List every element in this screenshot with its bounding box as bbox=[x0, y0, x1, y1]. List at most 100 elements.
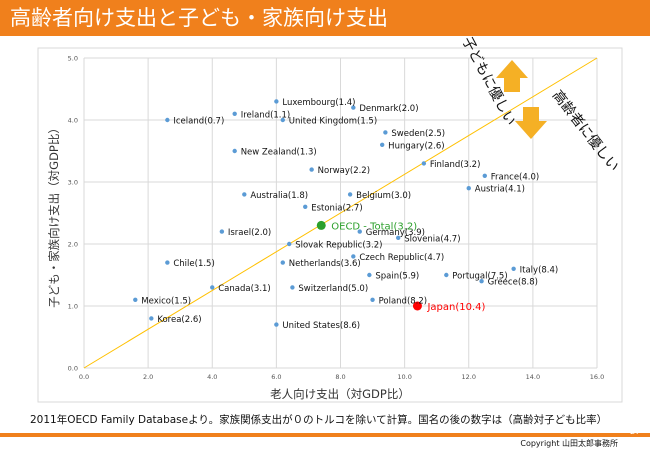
x-tick-label: 6.0 bbox=[271, 373, 281, 381]
point-label: Belgium(3.0) bbox=[356, 191, 411, 201]
data-point bbox=[210, 285, 215, 290]
data-point bbox=[232, 148, 237, 154]
point-label: Australia(1.8) bbox=[250, 191, 308, 201]
data-point bbox=[383, 130, 388, 135]
point-label: Norway(2.2) bbox=[318, 166, 370, 176]
data-point bbox=[303, 204, 308, 209]
y-tick-label: 3.0 bbox=[68, 179, 78, 187]
scatter-chart: 0.0 1.0 2.0 3.0 4.0 5.0 0.0 2.0 4.0 6.0 8.0 10.0 12.… bbox=[37, 36, 623, 403]
tick-labels: 0.0 1.0 2.0 3.0 4.0 5.0 0.0 2.0 4.0 6.0 8.0 10.0 12.… bbox=[68, 55, 605, 382]
x-axis-label: 老人向け支出（対GDP比） bbox=[270, 387, 410, 401]
page-title: 高齢者向け支出と子ども・家族向け支出 bbox=[10, 6, 388, 30]
arrow-down-icon bbox=[515, 107, 547, 139]
point-label: Switzerland(5.0) bbox=[298, 284, 368, 294]
data-points bbox=[133, 99, 516, 327]
highlight-label: Japan(10.4) bbox=[426, 302, 485, 313]
x-tick-label: 12.0 bbox=[462, 373, 476, 381]
point-label: New Zealand(1.3) bbox=[241, 148, 317, 158]
data-point bbox=[421, 161, 427, 166]
point-label: Slovenia(4.7) bbox=[404, 234, 460, 244]
data-point bbox=[232, 111, 237, 117]
point-label: Spain(5.9) bbox=[375, 272, 419, 282]
data-point bbox=[149, 316, 154, 321]
point-label: Ireland(1.1) bbox=[241, 110, 291, 120]
y-tick-label: 1.0 bbox=[68, 303, 78, 311]
arrow-up-icon bbox=[496, 60, 528, 92]
point-label: Netherlands(3.6) bbox=[289, 259, 361, 269]
point-label: Denmark(2.0) bbox=[359, 104, 418, 114]
point-label: Canada(3.1) bbox=[218, 284, 271, 294]
footnote: 2011年OECD Family Databaseより。家族関係支出が０のトルコ… bbox=[30, 414, 608, 426]
data-point bbox=[165, 117, 170, 123]
point-label: Sweden(2.5) bbox=[391, 129, 445, 139]
data-point bbox=[219, 229, 225, 234]
y-tick-label: 2.0 bbox=[68, 241, 78, 249]
x-tick-label: 4.0 bbox=[207, 373, 217, 381]
y-tick-label: 5.0 bbox=[68, 55, 78, 63]
x-tick-label: 8.0 bbox=[335, 373, 345, 381]
data-point bbox=[466, 186, 471, 191]
page-number: 27 bbox=[630, 427, 641, 436]
point-label: Italy(8.4) bbox=[520, 265, 559, 275]
x-tick-label: 14.0 bbox=[526, 373, 540, 381]
x-tick-label: 2.0 bbox=[143, 373, 153, 381]
point-label: France(4.0) bbox=[491, 172, 539, 182]
data-point bbox=[280, 117, 285, 123]
point-label: Korea(2.6) bbox=[157, 315, 201, 325]
diagonal-reference-line bbox=[83, 57, 598, 369]
point-label: Portugal(7.5) bbox=[452, 272, 507, 282]
data-point bbox=[444, 272, 449, 278]
point-label: Iceland(0.7) bbox=[173, 117, 224, 127]
point-label: Luxembourg(1.4) bbox=[282, 98, 355, 108]
data-point bbox=[379, 142, 385, 147]
point-label: Chile(1.5) bbox=[173, 259, 214, 269]
data-point bbox=[511, 266, 516, 271]
x-tick-label: 0.0 bbox=[79, 373, 89, 381]
title-bar: 高齢者向け支出と子ども・家族向け支出 bbox=[0, 0, 650, 36]
highlight-point bbox=[412, 301, 422, 311]
data-point bbox=[290, 285, 295, 290]
data-point bbox=[370, 297, 375, 302]
data-point bbox=[287, 241, 292, 247]
data-point bbox=[351, 254, 356, 259]
data-point bbox=[274, 99, 279, 104]
point-label: Czech Republic(4.7) bbox=[359, 253, 444, 263]
point-label: United Kingdom(1.5) bbox=[289, 117, 377, 127]
data-point bbox=[280, 260, 285, 265]
data-point bbox=[165, 260, 170, 265]
point-label: United States(8.6) bbox=[282, 321, 360, 331]
copyright: Copyright 山田太郎事務所 bbox=[520, 439, 618, 448]
x-tick-label: 16.0 bbox=[590, 373, 604, 381]
point-label: Finland(3.2) bbox=[430, 160, 481, 170]
data-point bbox=[351, 105, 356, 110]
data-point bbox=[309, 167, 314, 172]
data-point bbox=[479, 279, 484, 284]
x-tick-label: 10.0 bbox=[397, 373, 411, 381]
data-point bbox=[396, 235, 401, 240]
data-point bbox=[482, 173, 487, 178]
data-point bbox=[274, 322, 279, 327]
y-tick-label: 0.0 bbox=[68, 365, 78, 373]
point-label: Slovak Republic(3.2) bbox=[295, 241, 382, 251]
point-label: Germany(3.9) bbox=[366, 228, 425, 238]
point-label: Mexico(1.5) bbox=[141, 296, 191, 306]
point-label: Estonia(2.7) bbox=[311, 203, 362, 213]
point-label: Hungary(2.6) bbox=[388, 141, 444, 151]
diagonal-line bbox=[83, 57, 598, 369]
data-point bbox=[347, 192, 353, 197]
highlight-label: OECD - Total(3.2) bbox=[331, 221, 417, 232]
point-label: Israel(2.0) bbox=[228, 228, 271, 238]
highlight-point bbox=[316, 220, 326, 230]
data-point bbox=[133, 297, 138, 302]
data-point bbox=[242, 192, 247, 197]
point-label: Austria(4.1) bbox=[475, 185, 525, 195]
point-label: Greece(8.8) bbox=[488, 278, 538, 288]
direction-arrows bbox=[496, 60, 547, 139]
y-tick-label: 4.0 bbox=[68, 117, 78, 125]
point-labels: Luxembourg(1.4) Denmark(2.0) Ireland(1.1) I… bbox=[141, 98, 558, 331]
data-point bbox=[357, 229, 362, 234]
data-point bbox=[367, 272, 372, 278]
y-axis-label: 子ども・家族向け支出（対GDP比） bbox=[47, 122, 61, 308]
point-label: Poland(8.2) bbox=[379, 296, 428, 306]
bottom-bar bbox=[0, 433, 650, 437]
